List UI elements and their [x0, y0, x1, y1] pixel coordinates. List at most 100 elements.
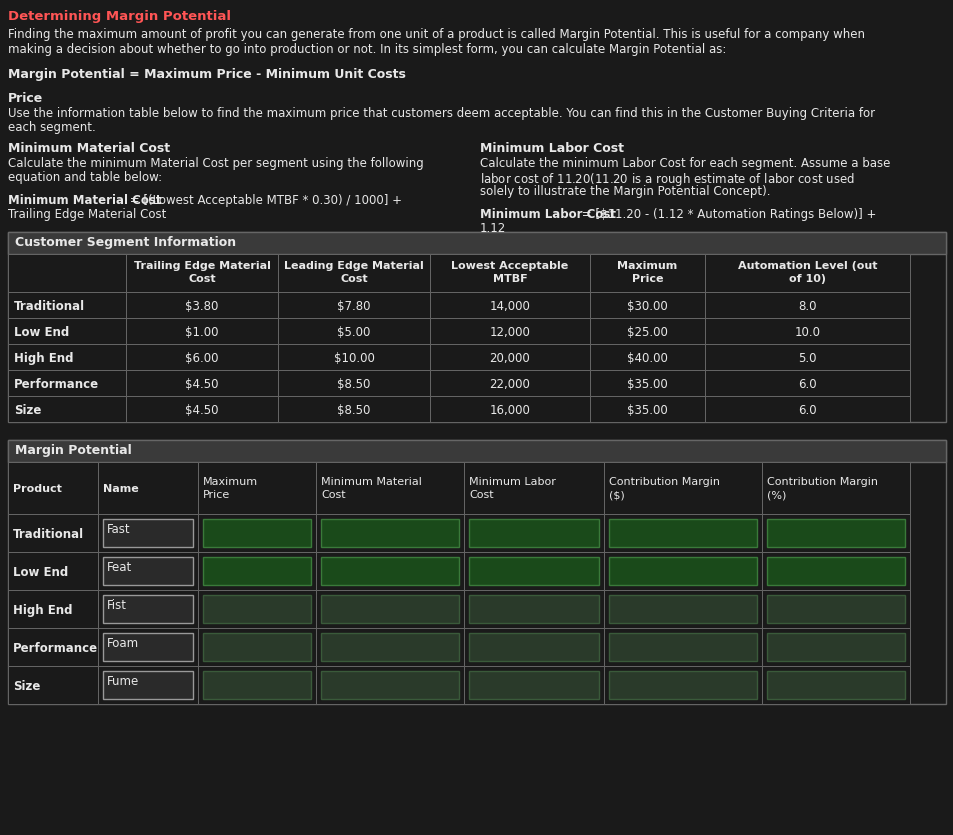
- Text: labor cost of $11.20 ($11.20 is a rough estimate of labor cost used: labor cost of $11.20 ($11.20 is a rough …: [479, 171, 854, 188]
- Bar: [126, 344, 277, 370]
- Bar: [589, 254, 704, 292]
- Bar: [98, 462, 198, 514]
- Bar: [469, 671, 598, 699]
- Text: Calculate the minimum Labor Cost for each segment. Assume a base: Calculate the minimum Labor Cost for eac…: [479, 157, 889, 170]
- Text: Margin Potential = Maximum Price - Minimum Unit Costs: Margin Potential = Maximum Price - Minim…: [8, 68, 405, 81]
- Bar: [8, 232, 945, 254]
- Text: 14,000: 14,000: [489, 300, 530, 313]
- Text: Maximum: Maximum: [203, 477, 258, 487]
- Text: 5.0: 5.0: [798, 352, 816, 365]
- Bar: [603, 590, 761, 628]
- Bar: [8, 666, 98, 704]
- Bar: [315, 552, 463, 590]
- Bar: [315, 628, 463, 666]
- Text: of 10): of 10): [788, 274, 825, 284]
- Text: $5.00: $5.00: [337, 326, 371, 339]
- Text: Traditional: Traditional: [14, 300, 85, 313]
- Bar: [761, 552, 909, 590]
- Text: High End: High End: [13, 604, 72, 617]
- Text: 12,000: 12,000: [489, 326, 530, 339]
- Text: 8.0: 8.0: [798, 300, 816, 313]
- Text: Determining Margin Potential: Determining Margin Potential: [8, 10, 231, 23]
- Text: $7.80: $7.80: [337, 300, 371, 313]
- Bar: [315, 666, 463, 704]
- Bar: [103, 633, 193, 661]
- Bar: [766, 595, 904, 623]
- Bar: [463, 462, 603, 514]
- Text: $35.00: $35.00: [626, 378, 667, 391]
- Bar: [766, 557, 904, 585]
- Text: each segment.: each segment.: [8, 121, 95, 134]
- Bar: [608, 557, 757, 585]
- Bar: [277, 318, 430, 344]
- Bar: [103, 595, 193, 623]
- Bar: [8, 370, 126, 396]
- Bar: [103, 519, 193, 547]
- Text: Fist: Fist: [107, 599, 127, 612]
- Text: Fast: Fast: [107, 523, 131, 536]
- Text: Margin Potential: Margin Potential: [15, 444, 132, 457]
- Bar: [277, 344, 430, 370]
- Bar: [8, 292, 126, 318]
- Bar: [761, 514, 909, 552]
- Bar: [203, 519, 311, 547]
- Text: Performance: Performance: [14, 378, 99, 391]
- Text: (%): (%): [766, 490, 785, 500]
- Bar: [198, 514, 315, 552]
- Text: $25.00: $25.00: [626, 326, 667, 339]
- Text: 6.0: 6.0: [798, 378, 816, 391]
- Bar: [463, 628, 603, 666]
- Bar: [277, 370, 430, 396]
- Bar: [203, 557, 311, 585]
- Bar: [8, 552, 98, 590]
- Bar: [103, 557, 193, 585]
- Bar: [203, 671, 311, 699]
- Text: Cost: Cost: [340, 274, 368, 284]
- Bar: [126, 396, 277, 422]
- Text: $8.50: $8.50: [337, 378, 371, 391]
- Text: Minimum Labor: Minimum Labor: [469, 477, 556, 487]
- Text: $4.50: $4.50: [185, 378, 218, 391]
- Text: Cost: Cost: [188, 274, 215, 284]
- Bar: [320, 633, 458, 661]
- Text: Trailing Edge Material: Trailing Edge Material: [133, 261, 270, 271]
- Bar: [704, 396, 909, 422]
- Bar: [98, 590, 198, 628]
- Bar: [704, 292, 909, 318]
- Text: Customer Segment Information: Customer Segment Information: [15, 236, 236, 249]
- Text: Minimum Material Cost: Minimum Material Cost: [8, 194, 161, 207]
- Bar: [589, 292, 704, 318]
- Bar: [463, 514, 603, 552]
- Text: = [(Lowest Acceptable MTBF * 0.30) / 1000] +: = [(Lowest Acceptable MTBF * 0.30) / 100…: [126, 194, 401, 207]
- Text: $4.50: $4.50: [185, 404, 218, 417]
- Text: Low End: Low End: [14, 326, 70, 339]
- Bar: [469, 633, 598, 661]
- Bar: [315, 590, 463, 628]
- Bar: [277, 254, 430, 292]
- Bar: [766, 671, 904, 699]
- Bar: [126, 254, 277, 292]
- Bar: [603, 462, 761, 514]
- Bar: [277, 292, 430, 318]
- Bar: [8, 462, 98, 514]
- Text: ($): ($): [608, 490, 624, 500]
- Bar: [315, 462, 463, 514]
- Text: MTBF: MTBF: [492, 274, 527, 284]
- Bar: [761, 628, 909, 666]
- Bar: [98, 514, 198, 552]
- Bar: [430, 344, 589, 370]
- Bar: [603, 552, 761, 590]
- Text: 22,000: 22,000: [489, 378, 530, 391]
- Text: Price: Price: [203, 490, 230, 500]
- Bar: [430, 396, 589, 422]
- Bar: [704, 344, 909, 370]
- Text: Minimum Material: Minimum Material: [320, 477, 421, 487]
- Text: Finding the maximum amount of profit you can generate from one unit of a product: Finding the maximum amount of profit you…: [8, 28, 864, 41]
- Bar: [8, 396, 126, 422]
- Text: Calculate the minimum Material Cost per segment using the following: Calculate the minimum Material Cost per …: [8, 157, 423, 170]
- Bar: [203, 633, 311, 661]
- Bar: [8, 318, 126, 344]
- Bar: [198, 462, 315, 514]
- Text: Price: Price: [631, 274, 662, 284]
- Text: Minimum Material Cost: Minimum Material Cost: [8, 142, 170, 155]
